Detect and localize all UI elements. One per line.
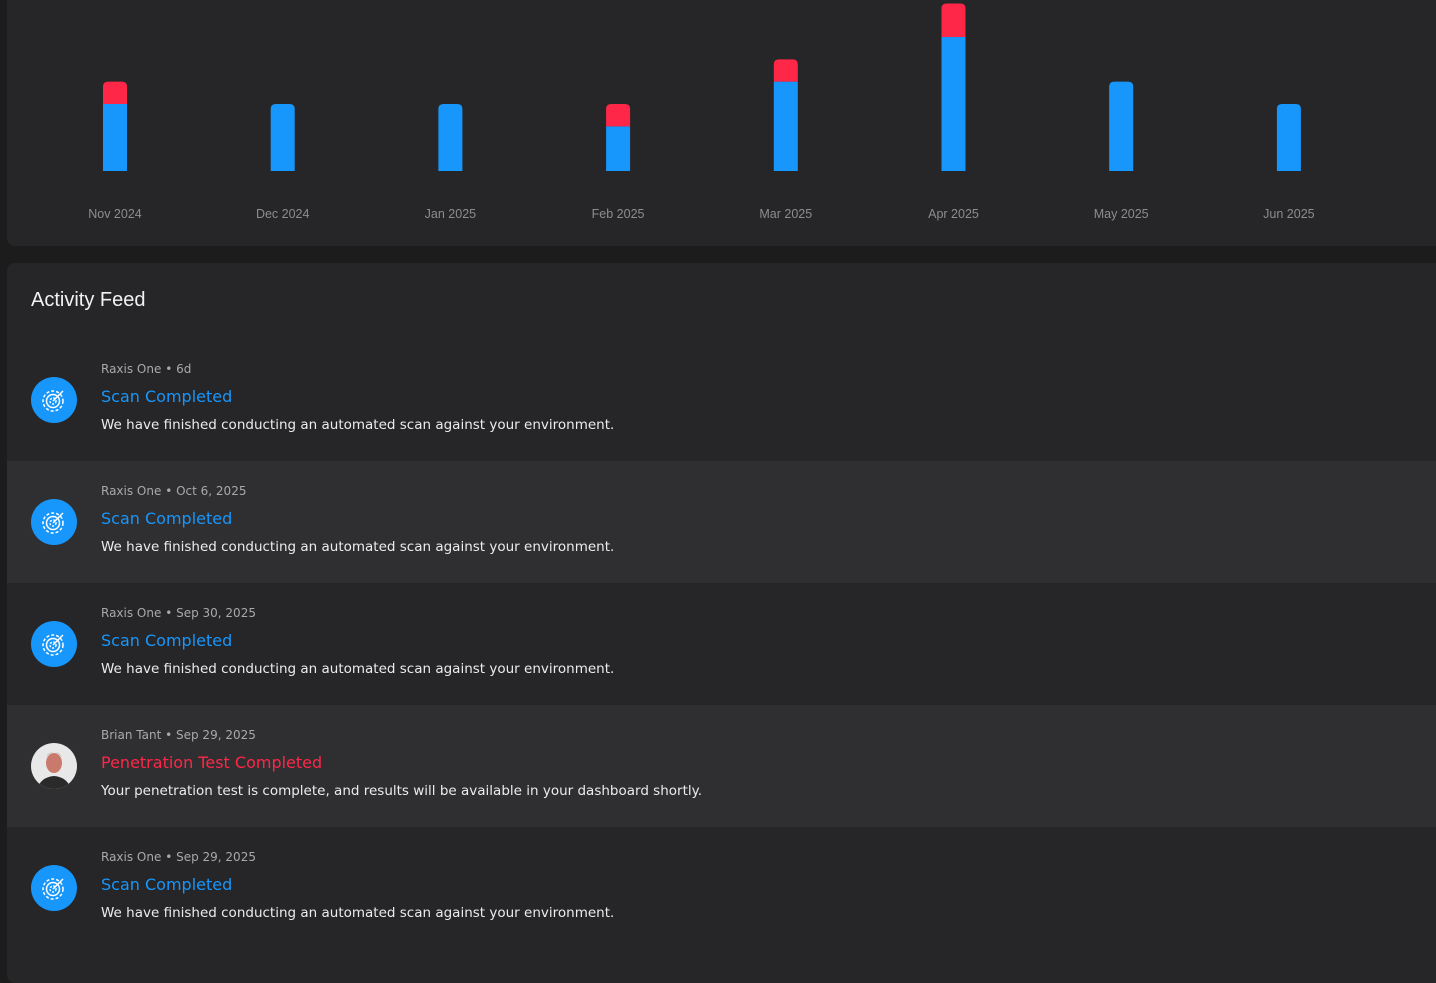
bar-segment[interactable] (941, 3, 966, 38)
x-tick-label: Jan 2025 (425, 207, 476, 221)
feed-item[interactable]: Raxis One • 6d Scan Completed We have fini… (7, 339, 1436, 461)
feed-item-author: Raxis One (101, 362, 162, 376)
x-tick-label: Jun 2025 (1263, 207, 1314, 221)
bar-segment[interactable] (606, 126, 631, 171)
chart-panel: Nov 2024 Dec 2024 Jan 2025 Feb 2025 Mar 2025… (7, 0, 1436, 246)
feed-item-title[interactable]: Scan Completed (101, 387, 233, 406)
bar-segment[interactable] (103, 104, 127, 171)
feed-item-meta: Raxis One • Oct 6, 2025 (101, 484, 247, 498)
feed-item-time: Sep 30, 2025 (176, 606, 256, 620)
bar-segment[interactable] (773, 81, 798, 171)
activity-feed-title: Activity Feed (31, 289, 146, 311)
feed-item-author: Brian Tant (101, 728, 162, 742)
feed-item-description: We have finished conducting an automated… (101, 417, 615, 433)
radar-scan-icon (31, 499, 77, 545)
feed-item-meta: Raxis One • Sep 29, 2025 (101, 850, 256, 864)
feed-item-author: Raxis One (101, 850, 162, 864)
feed-item[interactable]: Brian Tant • Sep 29, 2025 Penetration Tes… (7, 705, 1436, 827)
feed-item-description: Your penetration test is complete, and r… (101, 783, 702, 799)
feed-item-title[interactable]: Penetration Test Completed (101, 753, 323, 772)
x-tick-label: Dec 2024 (256, 207, 310, 221)
user-avatar[interactable] (31, 743, 77, 789)
radar-scan-icon (31, 377, 77, 423)
feed-item[interactable]: Raxis One • Sep 29, 2025 Scan Completed We… (7, 827, 1436, 949)
bar-segment[interactable] (270, 104, 295, 171)
radar-scan-icon (31, 621, 77, 667)
feed-item-description: We have finished conducting an automated… (101, 539, 615, 555)
feed-item-time: Sep 29, 2025 (176, 728, 256, 742)
bar-segment[interactable] (1109, 81, 1134, 171)
feed-item-time: Oct 6, 2025 (176, 484, 247, 498)
feed-item-title[interactable]: Scan Completed (101, 631, 233, 650)
bar-segment[interactable] (438, 104, 463, 171)
feed-item-title[interactable]: Scan Completed (101, 509, 233, 528)
bar-segment[interactable] (1276, 104, 1301, 171)
radar-scan-icon (31, 865, 77, 911)
bar-segment[interactable] (103, 81, 127, 105)
feed-item-title[interactable]: Scan Completed (101, 875, 233, 894)
bar-segment[interactable] (941, 37, 966, 171)
feed-item-time: Sep 29, 2025 (176, 850, 256, 864)
feed-item-meta: Raxis One • Sep 30, 2025 (101, 606, 256, 620)
bar-segment[interactable] (606, 104, 631, 127)
activity-feed-panel: Activity Feed Raxis One • 6d Scan Complet… (7, 263, 1436, 983)
feed-item-author: Raxis One (101, 606, 162, 620)
feed-item-meta: Brian Tant • Sep 29, 2025 (101, 728, 256, 742)
feed-item[interactable]: Raxis One • Sep 30, 2025 Scan Completed We… (7, 583, 1436, 705)
x-tick-label: Feb 2025 (592, 207, 645, 221)
feed-item-time: 6d (176, 362, 192, 376)
feed-item[interactable]: Raxis One • Oct 6, 2025 Scan Completed We … (7, 461, 1436, 583)
feed-item-description: We have finished conducting an automated… (101, 661, 615, 677)
feed-item-meta: Raxis One • 6d (101, 362, 192, 376)
feed-item-description: We have finished conducting an automated… (101, 905, 615, 921)
x-tick-label: Apr 2025 (928, 207, 979, 221)
x-tick-label: Nov 2024 (88, 207, 142, 221)
feed-item-author: Raxis One (101, 484, 162, 498)
bar-segment[interactable] (773, 59, 798, 82)
x-tick-label: May 2025 (1094, 207, 1149, 221)
bar-chart: Nov 2024 Dec 2024 Jan 2025 Feb 2025 Mar 2025… (88, 3, 1315, 221)
x-tick-label: Mar 2025 (759, 207, 812, 221)
